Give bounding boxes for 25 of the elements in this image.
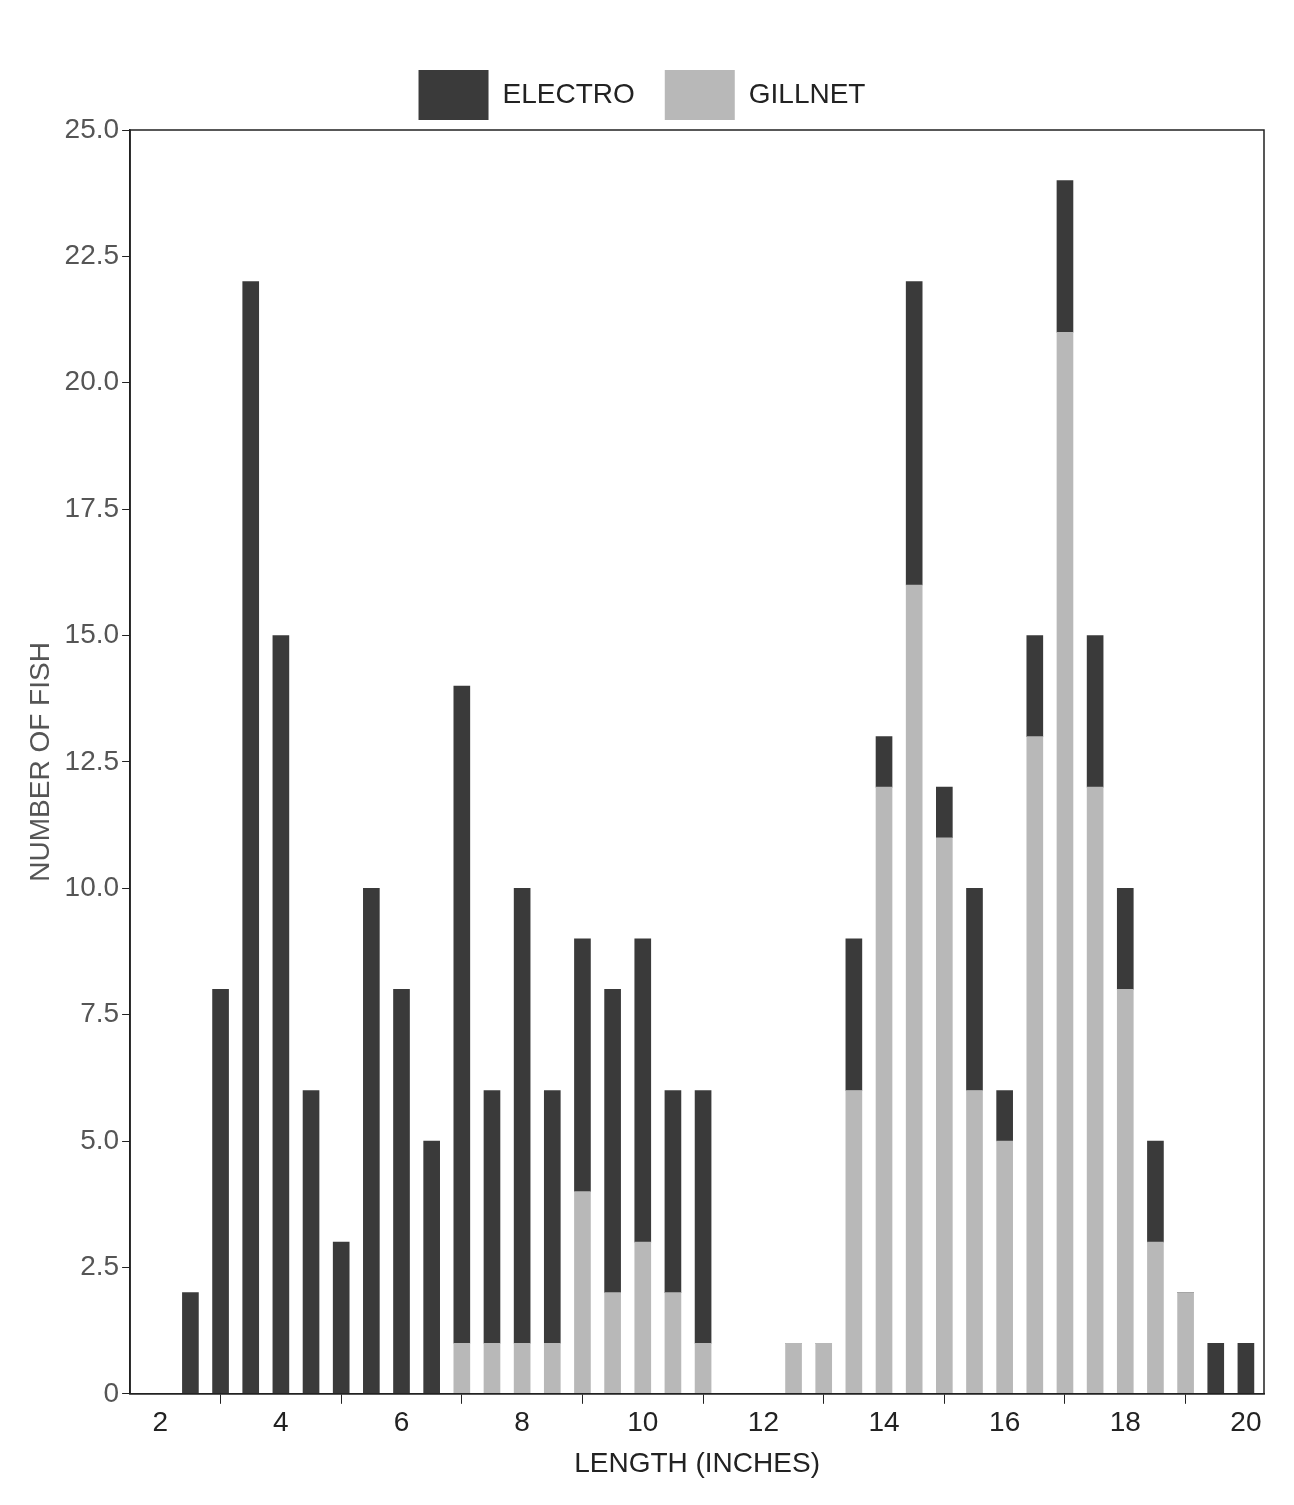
legend-label: GILLNET: [748, 77, 866, 109]
x-tick-label: 18: [1109, 1406, 1141, 1438]
y-tick-label: 17.5: [64, 491, 120, 523]
y-tick-label: 10.0: [64, 871, 120, 902]
y-tick-label: 22.5: [64, 239, 120, 271]
x-tick-label: 10: [627, 1406, 659, 1438]
x-tick-label: 8: [514, 1406, 530, 1438]
x-axis-title: LENGTH (INCHES): [574, 1446, 820, 1478]
x-tick-label: 12: [747, 1406, 779, 1438]
x-tick-label: 16: [989, 1406, 1021, 1438]
y-tick-label: 5.0: [80, 1123, 120, 1155]
legend-label: ELECTRO: [502, 77, 635, 109]
y-axis-title: NUMBER OF FISH: [23, 642, 55, 882]
y-tick-label: 15.0: [64, 618, 120, 650]
y-tick-label: 20.0: [64, 365, 120, 397]
y-tick-label: 0: [103, 1376, 120, 1408]
y-tick-label: 12.5: [64, 744, 120, 776]
y-tick-label: 7.5: [80, 997, 120, 1029]
y-tick-label: 2.5: [80, 1250, 120, 1282]
y-tick-label: 25.0: [64, 112, 120, 144]
x-tick-label: 20: [1230, 1406, 1262, 1438]
x-tick-label: 2: [152, 1406, 169, 1438]
x-tick-label: 4: [273, 1406, 289, 1438]
x-tick-label: 14: [868, 1406, 900, 1438]
x-tick-label: 6: [393, 1406, 410, 1438]
